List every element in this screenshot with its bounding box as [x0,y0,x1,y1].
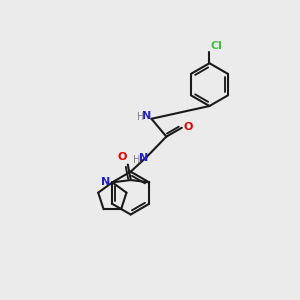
Text: O: O [184,122,193,131]
Text: N: N [139,153,148,163]
Text: N: N [101,177,110,187]
Text: N: N [142,111,152,121]
Text: O: O [118,152,127,162]
Text: H: H [133,155,140,165]
Text: H: H [136,112,144,122]
Text: Cl: Cl [211,41,223,51]
